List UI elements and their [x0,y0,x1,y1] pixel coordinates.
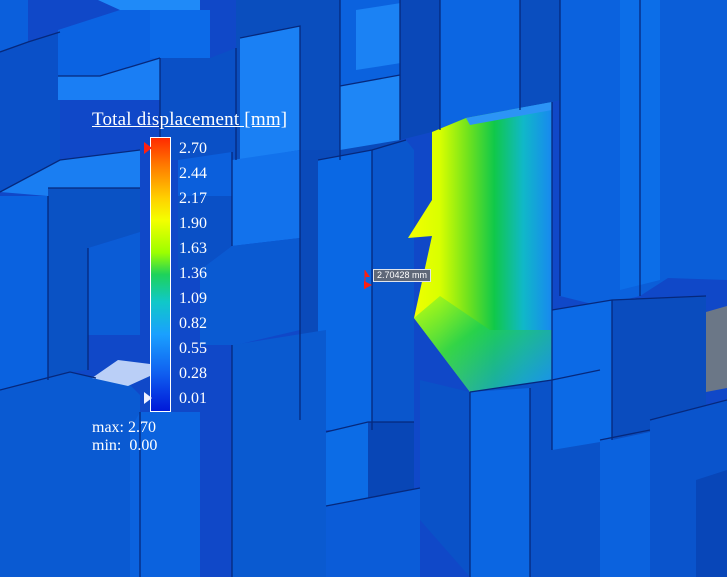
mesh-block [400,0,440,140]
mesh-block [58,58,160,100]
legend-tick: 1.09 [179,290,207,307]
legend-tick: 2.70 [179,140,207,157]
mesh-block [88,232,140,335]
legend-tick: 1.90 [179,215,207,232]
grey-part [706,306,727,392]
mesh-block [48,188,140,380]
min-marker-icon[interactable] [144,392,152,404]
mesh-block [232,330,326,577]
mesh-block [600,430,650,577]
mesh-block [696,470,727,577]
legend-min-value: min: 0.00 [92,437,158,454]
legend-colorbar [150,137,171,412]
legend-title: Total displacement [mm] [92,109,288,130]
mesh-block [0,32,60,192]
legend-tick: 1.63 [179,240,207,257]
legend-tick: 2.44 [179,165,207,182]
mesh-block [440,0,520,130]
mesh-block [612,296,706,440]
max-marker-icon[interactable] [144,142,152,154]
mesh-block [326,422,368,506]
legend-tick: 1.36 [179,265,207,282]
legend-stats: max: 2.70 min: 0.00 [92,419,157,455]
mesh-block [318,150,372,430]
probe-value-label: 2.70428 mm [373,269,432,282]
mesh-block [232,150,300,246]
legend-tick: 0.55 [179,340,207,357]
mesh-block [178,196,232,270]
mesh-block [58,10,160,76]
legend-tick: 2.17 [179,190,207,207]
mesh-block [130,412,200,577]
mesh-block [0,150,140,196]
mesh-block [98,0,200,10]
mesh-block [178,152,232,196]
hot-region-lower [414,296,552,392]
mesh-block [372,140,414,430]
legend-tick: 0.01 [179,390,207,407]
probe-marker-icon[interactable] [362,269,374,291]
residual-patch [92,360,150,386]
mesh-block [470,388,530,577]
mesh-block [640,0,727,296]
mesh-block [0,0,28,52]
mesh-block [150,10,210,58]
hot-region-edge [466,102,552,125]
mesh-block [552,300,612,450]
mesh-block [0,372,140,577]
mesh-block [240,26,300,160]
mesh-block [200,238,300,345]
mesh-block [340,75,400,160]
mesh-block [0,196,48,390]
legend-tick: 0.28 [179,365,207,382]
legend-max-value: max: 2.70 [92,419,156,436]
mesh-block [520,0,560,110]
mesh-block [326,488,420,577]
mesh-block [368,422,414,500]
mesh-block [160,48,236,160]
legend-tick: 0.82 [179,315,207,332]
